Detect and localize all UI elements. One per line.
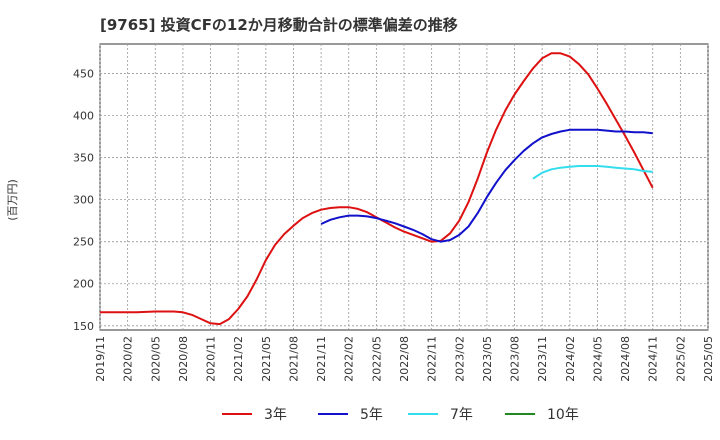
- x-tick-label: 2023/05: [481, 336, 494, 382]
- x-tick-label: 2022/11: [426, 336, 439, 382]
- y-tick-label: 400: [73, 110, 94, 123]
- legend-label-3: 7年: [450, 407, 473, 423]
- x-tick-label: 2020/02: [122, 336, 135, 382]
- x-tick-label: 2020/08: [177, 336, 190, 382]
- legend-label-2: 5年: [360, 407, 383, 423]
- y-tick-label: 350: [73, 152, 94, 165]
- y-tick-label: 150: [73, 320, 94, 333]
- x-tick-label: 2020/11: [205, 336, 218, 382]
- legend-label-1: 3年: [264, 407, 287, 423]
- y-axis-ticks: 150 200 250 300 350 400 450: [73, 67, 94, 332]
- plot-frame: [99, 43, 709, 331]
- series-lines: [100, 52, 654, 326]
- x-tick-label: 2024/05: [591, 336, 604, 382]
- x-tick-label: 2023/08: [509, 336, 522, 382]
- legend-label-4: 10年: [547, 407, 579, 423]
- x-tick-label: 2022/08: [398, 336, 411, 382]
- x-tick-label: 2021/11: [315, 336, 328, 382]
- x-tick-label: 2024/11: [647, 336, 660, 382]
- x-tick-label: 2021/05: [260, 336, 273, 382]
- x-tick-label: 2021/02: [232, 336, 245, 382]
- grid-lines: [99, 44, 709, 330]
- chart-title: [9765] 投資CFの12か月移動合計の標準偏差の推移: [100, 16, 458, 34]
- series-line-3: [532, 165, 653, 180]
- x-tick-label: 2025/02: [674, 336, 687, 382]
- y-tick-label: 250: [73, 236, 94, 249]
- plot-area: [99, 43, 709, 331]
- x-tick-label: 2022/02: [343, 336, 356, 382]
- x-tick-label: 2021/08: [287, 336, 300, 382]
- x-tick-label: 2023/02: [453, 336, 466, 382]
- x-tick-label: 2024/08: [619, 336, 632, 382]
- x-tick-label: 2023/11: [536, 336, 549, 382]
- x-tick-label: 2022/05: [370, 336, 383, 382]
- series-line-2: [320, 128, 653, 243]
- x-tick-label: 2019/11: [94, 336, 107, 382]
- y-tick-label: 450: [73, 67, 94, 80]
- y-tick-label: 200: [73, 278, 94, 291]
- x-tick-label: 2024/02: [564, 336, 577, 382]
- y-tick-label: 300: [73, 194, 94, 207]
- y-axis-label: (百万円): [6, 179, 19, 221]
- x-axis-ticks: 2019/11 2020/02 2020/05 2020/08 2020/11 2021/…: [94, 336, 715, 382]
- x-tick-label: 2020/05: [149, 336, 162, 382]
- x-tick-label: 2025/05: [702, 336, 715, 382]
- legend: 3年 5年 7年 10年: [222, 407, 579, 423]
